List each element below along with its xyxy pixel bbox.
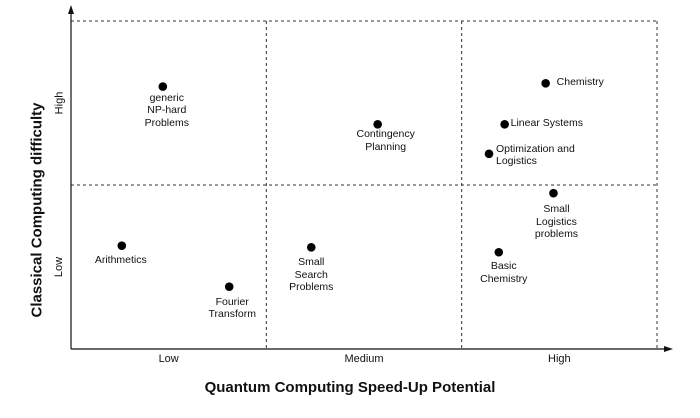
data-point	[373, 120, 382, 129]
x-tick-label: High	[548, 353, 571, 365]
x-axis-arrow	[664, 346, 673, 352]
point-label: Contingency Planning	[356, 128, 415, 153]
data-point	[500, 120, 509, 129]
y-tick-label: Low	[53, 256, 66, 278]
x-tick-label: Low	[158, 353, 179, 365]
data-point	[549, 188, 558, 198]
point-label: Small Search Problems	[289, 256, 334, 294]
point-label: Chemistry	[556, 76, 604, 89]
y-axis-label: Classical Computing difficulty	[28, 102, 46, 318]
data-point	[541, 79, 550, 88]
data-point	[494, 247, 504, 257]
y-tick-label: High	[52, 91, 65, 115]
data-point	[306, 243, 316, 252]
point-label: Linear Systems	[510, 117, 583, 130]
x-tick-label: Medium	[344, 353, 384, 365]
point-label: Optimization and Logistics	[496, 142, 575, 168]
data-point	[224, 282, 234, 291]
point-label: Small Logistics problems	[534, 203, 579, 241]
point-label: Arithmetics	[94, 253, 147, 266]
x-axis-label: Quantum Computing Speed-Up Potential	[204, 379, 496, 396]
data-point	[117, 241, 127, 250]
data-point	[484, 149, 494, 159]
data-point	[158, 82, 168, 91]
point-label: Fourier Transform	[208, 295, 256, 321]
point-label: Basic Chemistry	[480, 260, 528, 285]
y-axis-arrow	[68, 5, 74, 14]
point-label: generic NP-hard Problems	[144, 91, 189, 129]
